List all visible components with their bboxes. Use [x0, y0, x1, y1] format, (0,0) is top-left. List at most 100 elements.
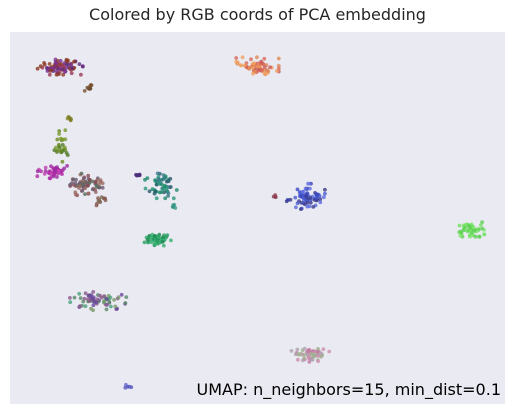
data-point [159, 190, 164, 195]
data-point [304, 194, 309, 199]
cluster-11 [284, 181, 327, 212]
data-point [108, 295, 113, 300]
cluster-7 [94, 195, 108, 208]
data-point [55, 137, 60, 142]
data-point [88, 295, 93, 300]
data-point [43, 165, 48, 170]
data-point [162, 190, 167, 195]
data-point [48, 69, 53, 73]
data-point [295, 187, 300, 192]
data-point [308, 200, 313, 205]
data-point [53, 168, 57, 173]
data-point [129, 385, 134, 390]
data-point [297, 352, 302, 357]
data-point [234, 56, 239, 60]
cluster-4 [52, 128, 70, 164]
data-point [78, 304, 82, 309]
data-point [109, 304, 113, 309]
data-point [261, 62, 266, 67]
data-point [147, 189, 152, 194]
data-point [327, 349, 332, 354]
cluster-17 [123, 382, 134, 390]
data-point [266, 69, 271, 74]
data-point [309, 181, 313, 186]
data-point [72, 59, 76, 64]
data-point [58, 66, 62, 71]
data-point [35, 174, 40, 179]
data-point [312, 198, 317, 202]
data-point [471, 225, 476, 230]
data-point [305, 204, 310, 209]
umap-params-annotation: UMAP: n_neighbors=15, min_dist=0.1 [196, 380, 501, 399]
data-point [482, 232, 486, 237]
data-point [251, 71, 255, 76]
data-point [242, 63, 247, 68]
data-point [161, 243, 166, 248]
cluster-14 [457, 220, 487, 239]
data-point [83, 304, 88, 309]
data-point [88, 86, 93, 91]
data-point [68, 118, 73, 123]
data-point [68, 182, 72, 187]
data-point [157, 181, 162, 186]
data-point [299, 207, 303, 212]
data-point [83, 186, 88, 191]
data-point [95, 297, 100, 302]
data-point [93, 180, 98, 185]
data-point [98, 179, 103, 184]
data-point [173, 206, 178, 210]
data-point [146, 240, 151, 245]
data-point [55, 148, 60, 153]
data-point [73, 181, 78, 185]
cluster-16 [289, 346, 332, 364]
data-point [171, 203, 176, 208]
data-point [78, 184, 82, 189]
data-point [153, 189, 158, 194]
data-point [316, 347, 320, 351]
data-point [81, 181, 85, 186]
data-point [294, 205, 298, 210]
data-point [103, 196, 107, 201]
data-point [52, 171, 56, 176]
data-point [311, 205, 316, 209]
data-point [89, 306, 93, 311]
cluster-1 [82, 83, 94, 93]
data-point [268, 65, 272, 70]
data-point [65, 153, 70, 157]
data-point [169, 238, 173, 243]
data-point [100, 185, 105, 190]
data-point [72, 295, 77, 300]
cluster-5 [35, 164, 69, 181]
data-point [240, 55, 245, 60]
data-point [480, 220, 484, 225]
data-point [42, 61, 46, 65]
data-point [68, 300, 73, 305]
data-point [156, 235, 161, 240]
data-point [152, 234, 157, 239]
data-point [73, 192, 78, 197]
data-point [308, 196, 313, 200]
data-point [80, 188, 85, 193]
data-point [161, 235, 165, 240]
data-point [91, 290, 96, 294]
data-point [275, 69, 279, 73]
data-point [119, 292, 124, 297]
data-point [53, 145, 58, 150]
data-point [289, 349, 294, 353]
data-point [305, 353, 310, 358]
data-point [471, 228, 476, 233]
data-point [161, 187, 166, 191]
data-point [300, 358, 305, 363]
data-point [77, 291, 82, 296]
data-point [90, 179, 95, 184]
data-point [149, 240, 154, 245]
data-point [255, 55, 259, 60]
data-point [284, 199, 289, 204]
data-point [70, 66, 75, 70]
data-point [60, 172, 64, 177]
data-point [77, 62, 82, 66]
data-point [60, 137, 65, 142]
data-point [86, 173, 91, 178]
data-point [47, 169, 52, 174]
data-point [160, 239, 165, 244]
